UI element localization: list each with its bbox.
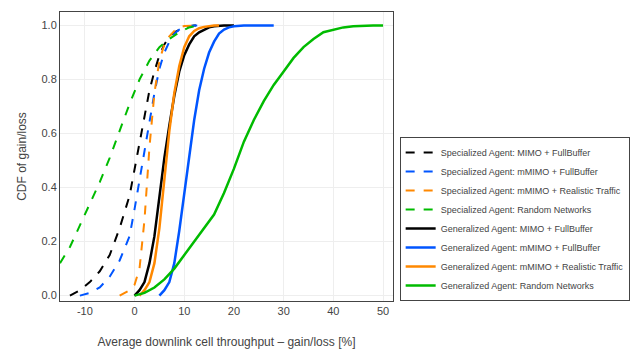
svg-text:20: 20 [228,305,240,317]
svg-text:0.6: 0.6 [42,127,57,139]
svg-text:Generalized Agent: mMIMO + Ful: Generalized Agent: mMIMO + FullBuffer [441,243,601,253]
svg-text:0.8: 0.8 [42,73,57,85]
svg-text:Generalized Agent: MIMO + Full: Generalized Agent: MIMO + FullBuffer [441,224,593,234]
svg-text:Specialized Agent: Random Netw: Specialized Agent: Random Networks [441,205,592,215]
svg-text:10: 10 [178,305,190,317]
svg-text:Specialized Agent: mMIMO + Ful: Specialized Agent: mMIMO + FullBuffer [441,167,598,177]
svg-text:-10: -10 [77,305,93,317]
svg-text:0.0: 0.0 [42,289,57,301]
svg-text:40: 40 [327,305,339,317]
svg-text:50: 50 [377,305,389,317]
svg-text:Average downlink cell throughp: Average downlink cell throughput – gain/… [98,335,356,349]
svg-text:Specialized Agent: MIMO + Full: Specialized Agent: MIMO + FullBuffer [441,148,591,158]
svg-text:0: 0 [131,305,137,317]
svg-text:Generalized Agent: Random Netw: Generalized Agent: Random Networks [441,281,595,291]
svg-text:1.0: 1.0 [42,19,57,31]
svg-text:30: 30 [278,305,290,317]
svg-text:Generalized Agent: mMIMO + Rea: Generalized Agent: mMIMO + Realistic Tra… [441,262,624,272]
svg-text:0.4: 0.4 [42,181,57,193]
svg-text:Specialized Agent: mMIMO + Rea: Specialized Agent: mMIMO + Realistic Tra… [441,186,621,196]
svg-text:CDF of gain/loss: CDF of gain/loss [15,112,29,201]
svg-text:0.2: 0.2 [42,235,57,247]
